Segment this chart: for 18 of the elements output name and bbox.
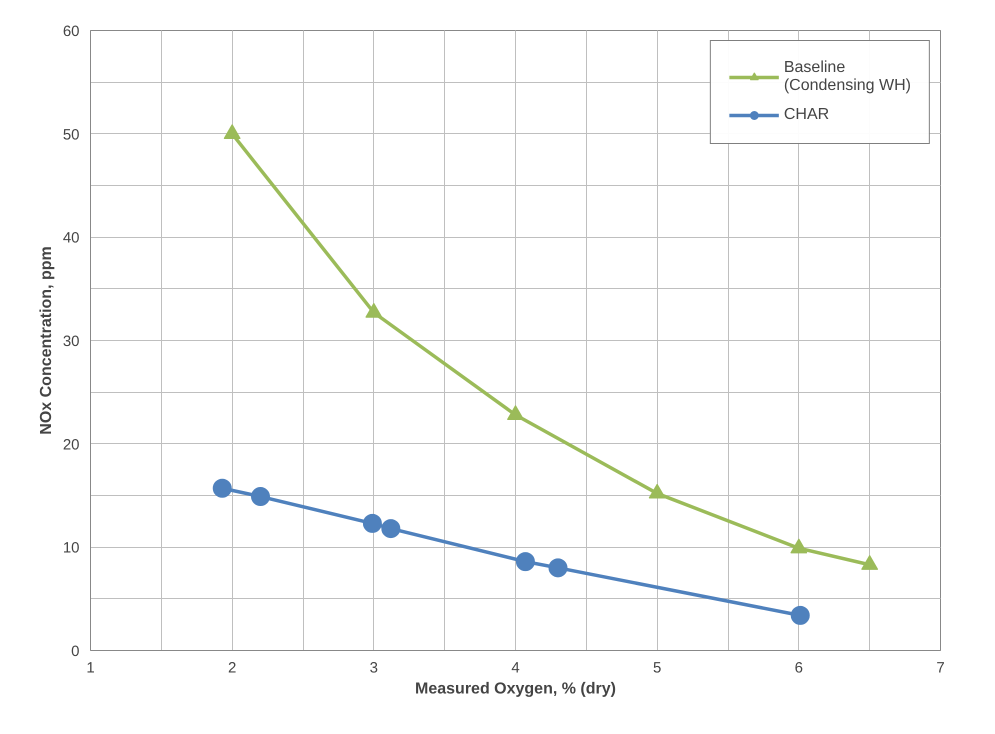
x-tick-label: 6	[794, 660, 804, 676]
x-tick-label: 1	[86, 660, 95, 676]
x-axis-title: Measured Oxygen, % (dry)	[415, 680, 616, 698]
legend-label: Baseline (Condensing WH)	[784, 59, 911, 95]
y-tick-label: 40	[62, 230, 80, 247]
x-tick-label: 4	[511, 660, 520, 676]
y-tick-label: 60	[62, 23, 80, 40]
legend-label: CHAR	[784, 106, 830, 124]
y-tick-label: 20	[62, 436, 80, 454]
x-tick-label: 3	[370, 660, 378, 676]
y-tick-label: 10	[62, 540, 80, 557]
y-tick-label: 50	[62, 126, 80, 144]
y-tick-label: 0	[71, 643, 80, 660]
x-tick-label: 7	[936, 660, 945, 676]
x-tick-label: 5	[652, 660, 662, 676]
x-tick-label: 2	[228, 660, 236, 676]
y-tick-label: 30	[62, 333, 80, 350]
y-axis-title: NOx Concentration, ppm	[38, 246, 55, 435]
